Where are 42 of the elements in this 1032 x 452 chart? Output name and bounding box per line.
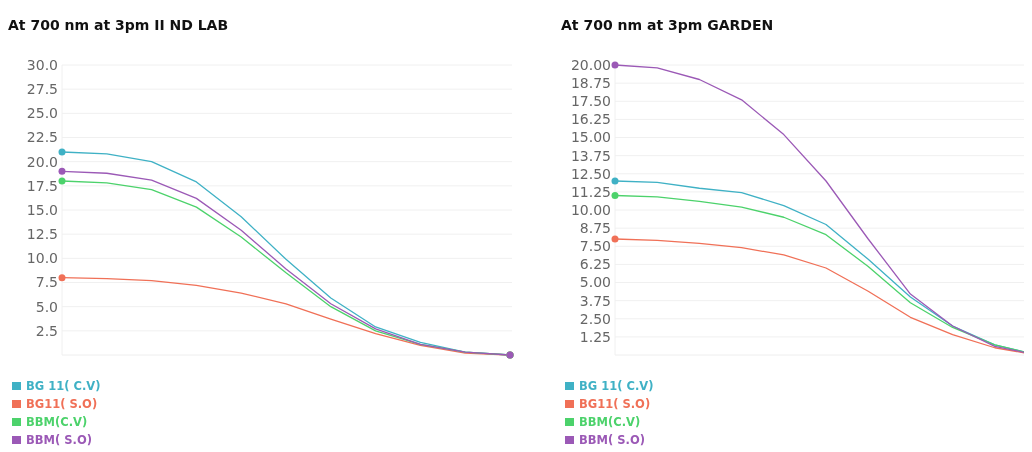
legend-label: BG 11( C.V) (26, 379, 101, 393)
point (58, 148, 66, 156)
y-tick-label: 7.5 (35, 274, 58, 291)
y-tick-label: 2.50 (579, 310, 611, 327)
y-tick-label: 22.5 (26, 129, 58, 146)
y-tick-label: 10.0 (26, 250, 58, 267)
y-tick-label: 17.5 (26, 177, 58, 194)
y-tick-label: 2.5 (35, 322, 58, 339)
legend-label: BBM( S.O) (26, 433, 92, 447)
legend-label: BG11( S.O) (26, 397, 98, 411)
y-tick-label: 12.5 (26, 226, 58, 243)
y-tick-label: 20.00 (570, 56, 611, 73)
y-tick-label: 10.00 (570, 201, 611, 218)
y-tick-label: 27.5 (26, 81, 58, 98)
y-tick-label: 12.50 (570, 165, 611, 182)
chart-title: At 700 nm at 3pm GARDEN (561, 17, 774, 33)
y-tick-label: 16.25 (570, 111, 611, 128)
legend-label: BBM( S.O) (579, 433, 645, 447)
point (58, 274, 66, 282)
y-tick-label: 13.75 (570, 147, 611, 164)
y-tick-label: 8.75 (579, 220, 611, 237)
y-tick-label: 3.75 (579, 292, 611, 309)
legend-label: BG11( S.O) (579, 397, 651, 411)
y-tick-label: 7.50 (579, 238, 611, 255)
y-tick-label: 25.0 (26, 105, 58, 122)
y-tick-label: 18.75 (570, 75, 611, 92)
y-tick-label: 6.25 (579, 256, 611, 273)
point (58, 177, 66, 185)
y-tick-label: 11.25 (570, 183, 611, 200)
chart-title: At 700 nm at 3pm II ND LAB (8, 17, 229, 33)
y-tick-label: 1.25 (579, 328, 611, 345)
point (58, 167, 66, 175)
legend-label: BG 11( C.V) (579, 379, 654, 393)
y-tick-label: 5.0 (35, 298, 58, 315)
y-tick-label: 20.0 (26, 153, 58, 170)
y-tick-label: 15.0 (26, 201, 58, 218)
legend-label: BBM(C.V) (26, 415, 88, 429)
y-tick-label: 5.00 (579, 274, 611, 291)
y-tick-label: 30.0 (26, 56, 58, 73)
legend-label: BBM(C.V) (579, 415, 641, 429)
y-tick-label: 15.00 (570, 129, 611, 146)
y-tick-label: 17.50 (570, 93, 611, 110)
